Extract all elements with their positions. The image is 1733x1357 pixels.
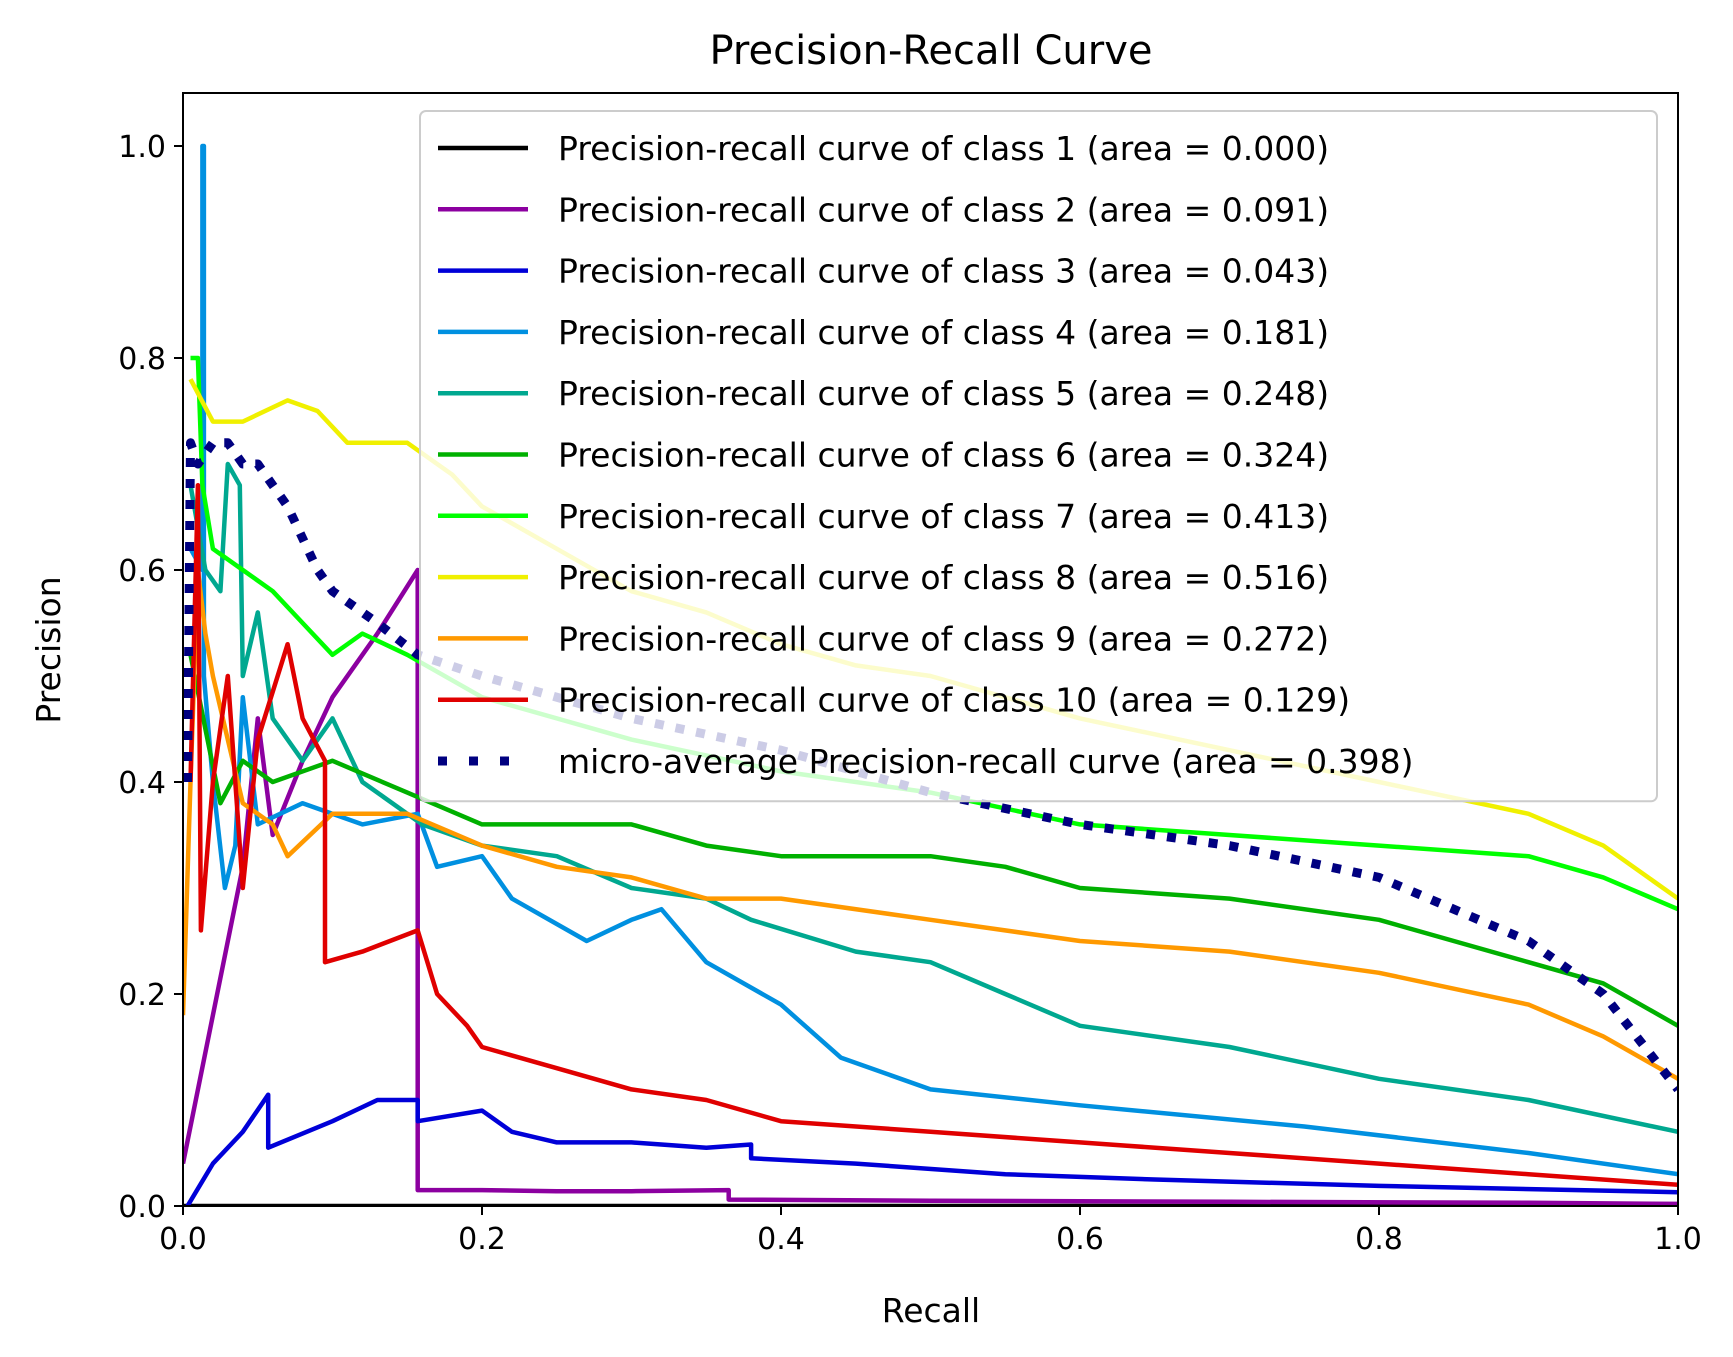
legend-entry-label: Precision-recall curve of class 2 (area … bbox=[558, 190, 1329, 229]
legend-entry-label: Precision-recall curve of class 5 (area … bbox=[558, 374, 1329, 413]
y-tick-label: 0.2 bbox=[118, 978, 166, 1013]
plot-frame bbox=[182, 92, 1679, 1207]
legend-entry-label: Precision-recall curve of class 6 (area … bbox=[558, 436, 1329, 475]
x-tick-label: 0.2 bbox=[458, 1222, 506, 1257]
y-tick-label: 0.0 bbox=[118, 1190, 166, 1225]
chart-title: Precision-Recall Curve bbox=[710, 28, 1153, 74]
y-tick-label: 0.6 bbox=[118, 554, 166, 589]
legend-entry-label: Precision-recall curve of class 8 (area … bbox=[558, 558, 1329, 597]
series-line-class-10 bbox=[188, 482, 1678, 1188]
legend-entry-label: Precision-recall curve of class 3 (area … bbox=[558, 252, 1329, 291]
x-axis-label: Recall bbox=[882, 1291, 980, 1330]
legend-entry-label: Precision-recall curve of class 9 (area … bbox=[558, 619, 1329, 658]
x-tick-label: 0.4 bbox=[757, 1222, 805, 1257]
y-tick-label: 0.8 bbox=[118, 342, 166, 377]
x-tick-label: 0.0 bbox=[159, 1222, 207, 1257]
x-tick-label: 0.8 bbox=[1355, 1222, 1403, 1257]
series-line-class-2 bbox=[183, 567, 1678, 1206]
legend-entry-label: Precision-recall curve of class 10 (area… bbox=[558, 681, 1350, 720]
legend-entry-label: Precision-recall curve of class 1 (area … bbox=[558, 129, 1329, 168]
y-axis-label: Precision bbox=[29, 576, 68, 723]
x-tick-label: 1.0 bbox=[1654, 1222, 1702, 1257]
legend-entry-label: micro-average Precision-recall curve (ar… bbox=[558, 742, 1413, 781]
y-tick-label: 1.0 bbox=[118, 130, 166, 165]
y-tick-label: 0.4 bbox=[118, 766, 166, 801]
series-line-class-9 bbox=[183, 567, 1678, 1081]
series-line-micro-average bbox=[183, 438, 1678, 1093]
legend-box bbox=[419, 110, 1658, 803]
legend-entry-label: Precision-recall curve of class 4 (area … bbox=[558, 313, 1329, 352]
axes-layer: 0.0 0.2 0.4 0.6 0.8 1.0 0.0 0.2 0.4 0.6 0.8 1.0 bbox=[118, 130, 1702, 1257]
legend-entry-label: Precision-recall curve of class 7 (area … bbox=[558, 497, 1329, 536]
series-line-class-4 bbox=[188, 143, 1678, 1177]
series-line-class-3 bbox=[185, 1092, 1678, 1206]
x-tick-label: 0.6 bbox=[1056, 1222, 1104, 1257]
legend: Precision-recall curve of class 1 (area … bbox=[419, 110, 1658, 803]
